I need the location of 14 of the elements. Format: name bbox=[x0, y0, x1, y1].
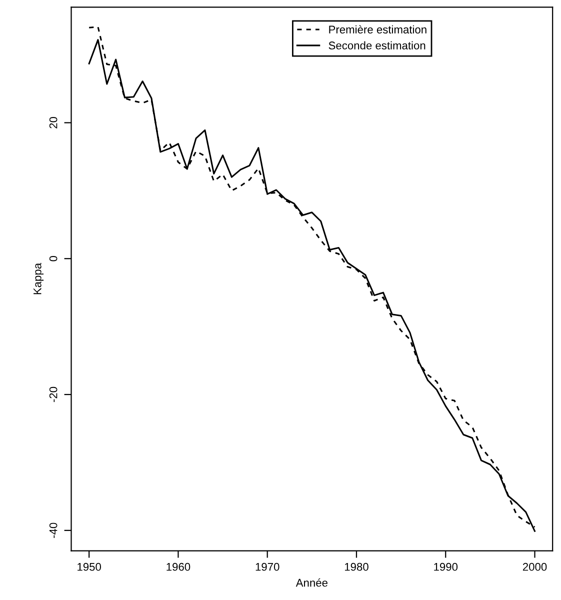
x-tick-label: 1960 bbox=[166, 562, 190, 571]
x-tick-label: 1970 bbox=[256, 562, 280, 571]
y-tick-label: -40 bbox=[49, 522, 58, 538]
x-tick-label: 1950 bbox=[78, 562, 101, 571]
y-tick-label: -20 bbox=[49, 386, 58, 402]
y-axis-title: Kappa bbox=[34, 262, 44, 294]
y-tick-label: 20 bbox=[49, 116, 58, 128]
x-tick-label: 1990 bbox=[434, 562, 458, 571]
x-tick-label: 2000 bbox=[522, 562, 547, 571]
x-axis-title: Année bbox=[296, 578, 328, 587]
legend-label: Seconde estimation bbox=[328, 41, 426, 50]
y-tick-label: 0 bbox=[49, 256, 58, 262]
legend-label: Première estimation bbox=[329, 25, 426, 34]
x-tick-label: 1980 bbox=[344, 562, 368, 571]
